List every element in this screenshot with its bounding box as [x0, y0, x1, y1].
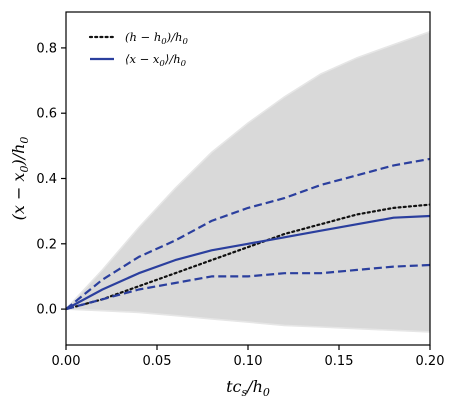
legend: (h − h0)/h0 ⟨x − x0⟩/h0	[88, 30, 188, 69]
x-tick-label: 0.10	[234, 354, 263, 369]
y-tick-label: 0.4	[36, 172, 57, 187]
y-tick-label: 0.8	[36, 41, 57, 56]
axes: 0.00 0.05 0.10 0.15 0.20 0.0 0.2 0.4 0.6 0.8 tcs/h…	[9, 11, 445, 399]
trajectory-edge-upper	[66, 30, 430, 310]
y-tick-label: 0.6	[36, 107, 57, 122]
legend-label-height: (h − h0)/h0	[125, 30, 188, 47]
x-tick-label: 0.15	[325, 354, 354, 369]
legend-label-mean: ⟨x − x0⟩/h0	[125, 52, 187, 69]
plot-area	[66, 30, 430, 333]
trajectory-edge-lower	[66, 308, 430, 333]
x-tick-label: 0.00	[52, 354, 81, 369]
x-axis-title: tcs/h0	[226, 377, 270, 399]
plot-clip-group	[66, 30, 430, 333]
y-axis-title: (x − x0)/h0	[9, 137, 31, 221]
x-tick-label: 0.05	[143, 354, 172, 369]
series-mean-displacement-line	[66, 214, 430, 311]
series-lower-dashed-line	[66, 263, 430, 311]
series-upper-dashed-line	[66, 157, 430, 310]
trajectory-envelope	[66, 31, 430, 332]
y-tick-label: 0.2	[36, 237, 57, 252]
series-height-line	[66, 203, 430, 311]
y-tick-label: 0.0	[36, 303, 57, 318]
x-tick-label: 0.20	[416, 354, 445, 369]
